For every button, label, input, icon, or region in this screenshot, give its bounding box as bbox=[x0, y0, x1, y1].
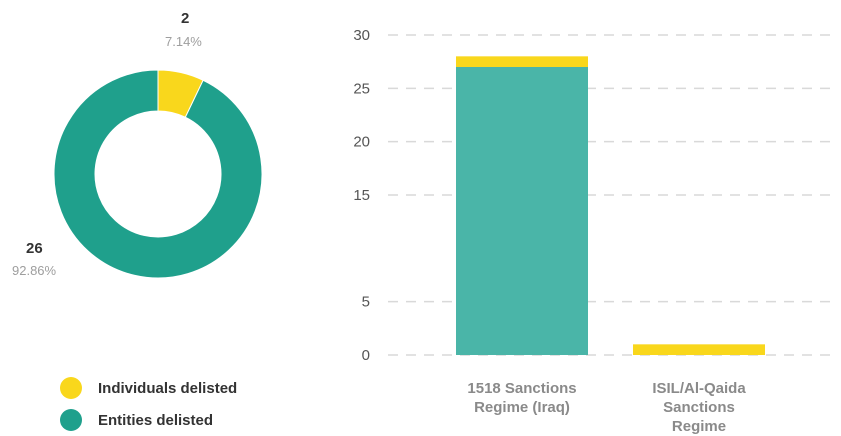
x-category-label-0-line-1: Regime (Iraq) bbox=[474, 399, 570, 416]
bar-0-series-1 bbox=[456, 56, 588, 67]
individuals-percent-label: 7.14% bbox=[165, 34, 202, 49]
y-tick-label-20: 20 bbox=[353, 134, 370, 151]
entities-value-label: 26 bbox=[26, 240, 43, 257]
bar-chart-svg: 0 5 15 20 25 30 1518 Sanctions Regime (Iraq) ISI… bbox=[353, 27, 835, 434]
donut-svg bbox=[53, 69, 263, 279]
legend-label-individuals: Individuals delisted bbox=[98, 379, 238, 397]
x-category-label-0-line-0: 1518 Sanctions bbox=[467, 380, 576, 397]
legend-label-entities: Entities delisted bbox=[98, 411, 214, 429]
bar-0-series-0 bbox=[456, 67, 588, 355]
bar-1-series-1 bbox=[633, 344, 765, 355]
x-category-label-1-line-1: Sanctions bbox=[663, 399, 735, 416]
individuals-legend-dot bbox=[60, 377, 82, 399]
bar-chart: 0 5 15 20 25 30 1518 Sanctions Regime (Iraq) ISI… bbox=[330, 0, 841, 434]
legend-item-entities[interactable]: Entities delisted bbox=[60, 404, 237, 436]
entities-legend-dot bbox=[60, 409, 82, 431]
legend-item-individuals[interactable]: Individuals delisted bbox=[60, 372, 237, 404]
y-tick-label-0: 0 bbox=[362, 347, 370, 364]
entities-percent-label: 92.86% bbox=[12, 263, 57, 278]
donut-chart: 2 7.14% 26 92.86% bbox=[0, 0, 330, 300]
y-tick-label-15: 15 bbox=[353, 187, 370, 204]
y-tick-label-25: 25 bbox=[353, 80, 370, 97]
x-category-label-1-line-0: ISIL/Al-Qaida bbox=[652, 380, 746, 397]
chart-legend: Individuals delisted Entities delisted bbox=[60, 372, 237, 436]
individuals-value-label: 2 bbox=[181, 10, 190, 27]
y-tick-label-30: 30 bbox=[353, 27, 370, 44]
donut-slice-1 bbox=[53, 69, 263, 279]
x-category-label-1-line-2: Regime bbox=[672, 418, 726, 434]
y-tick-label-5: 5 bbox=[362, 294, 370, 311]
